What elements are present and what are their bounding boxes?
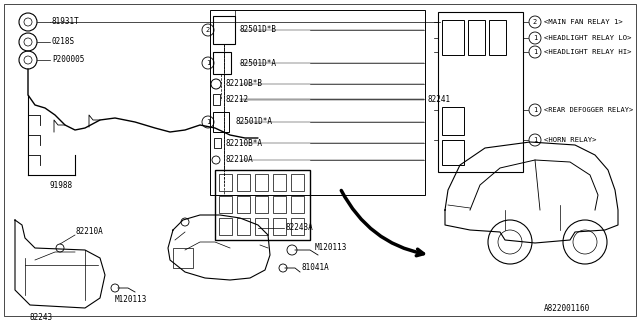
Text: 82501D*B: 82501D*B	[240, 26, 277, 35]
Text: <HEADLIGHT RELAY LO>: <HEADLIGHT RELAY LO>	[544, 35, 632, 41]
Bar	[442, 20, 464, 55]
Bar	[237, 174, 250, 191]
Text: 1: 1	[533, 137, 537, 143]
Bar	[213, 52, 231, 74]
Bar	[273, 218, 286, 235]
Text: 81931T: 81931T	[52, 18, 80, 27]
Bar	[219, 196, 232, 213]
Text: 1: 1	[533, 107, 537, 113]
Bar	[273, 174, 286, 191]
FancyArrowPatch shape	[341, 190, 424, 256]
Text: 82212: 82212	[226, 94, 249, 103]
Text: 81041A: 81041A	[302, 263, 330, 273]
Text: P200005: P200005	[52, 55, 84, 65]
Text: 2: 2	[206, 27, 210, 33]
Text: 1: 1	[533, 49, 537, 55]
Bar	[237, 218, 250, 235]
Text: <HORN RELAY>: <HORN RELAY>	[544, 137, 596, 143]
Text: 82243: 82243	[30, 314, 53, 320]
Bar	[237, 196, 250, 213]
Bar	[213, 112, 229, 132]
Text: <REAR DEFOGGER RELAY>: <REAR DEFOGGER RELAY>	[544, 107, 633, 113]
Bar	[213, 94, 220, 105]
Bar	[255, 196, 268, 213]
Bar	[215, 170, 310, 240]
Bar	[291, 196, 304, 213]
Bar	[255, 174, 268, 191]
Text: A822001160: A822001160	[544, 304, 590, 313]
Bar	[210, 10, 425, 195]
Text: 82210A: 82210A	[75, 228, 103, 236]
Text: <HEADLIGHT RELAY HI>: <HEADLIGHT RELAY HI>	[544, 49, 632, 55]
Bar	[442, 107, 464, 135]
Text: 82501D*A: 82501D*A	[235, 117, 272, 126]
Bar	[273, 196, 286, 213]
Text: 2: 2	[533, 19, 537, 25]
Text: 82501D*A: 82501D*A	[240, 59, 277, 68]
Bar	[213, 16, 235, 44]
Text: 82210B*A: 82210B*A	[226, 139, 263, 148]
Bar	[291, 174, 304, 191]
Bar	[173, 248, 193, 268]
Bar	[442, 140, 464, 165]
Text: 1: 1	[533, 35, 537, 41]
Text: 0218S: 0218S	[52, 37, 75, 46]
Text: 91988: 91988	[50, 180, 73, 189]
Text: 1: 1	[206, 60, 210, 66]
Bar	[219, 218, 232, 235]
Text: 82210A: 82210A	[226, 156, 253, 164]
Bar	[468, 20, 485, 55]
Text: 82210B*B: 82210B*B	[226, 79, 263, 89]
Bar	[291, 218, 304, 235]
Text: 1: 1	[206, 119, 210, 125]
Bar	[214, 138, 221, 148]
Text: 82243A: 82243A	[285, 223, 313, 233]
Bar	[219, 174, 232, 191]
Bar	[438, 12, 523, 172]
Bar	[255, 218, 268, 235]
Text: 82241: 82241	[427, 95, 450, 105]
Text: M120113: M120113	[115, 295, 147, 305]
Text: <MAIN FAN RELAY 1>: <MAIN FAN RELAY 1>	[544, 19, 623, 25]
Bar	[489, 20, 506, 55]
Text: M120113: M120113	[315, 244, 348, 252]
